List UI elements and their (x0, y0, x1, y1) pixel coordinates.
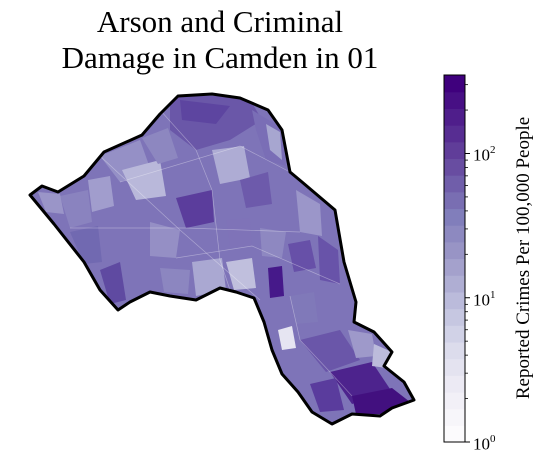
region-nw-4 (88, 176, 114, 212)
region-nw-2 (122, 160, 166, 200)
colorbar-band (444, 241, 465, 260)
region-centre-2 (212, 146, 250, 184)
region-se-5 (348, 330, 376, 358)
colorbar-band (444, 91, 465, 109)
ward-line-4 (175, 245, 341, 285)
region-east-2 (318, 236, 340, 284)
colorbar-bands (444, 75, 465, 443)
colorbar-band (444, 325, 465, 343)
colorbar-band (444, 358, 465, 376)
colorbar-band (444, 425, 465, 443)
region-centre-10 (288, 240, 316, 272)
colorbar-band (444, 408, 465, 426)
ward-line-3 (70, 227, 301, 233)
tick-exponent: 1 (490, 288, 496, 301)
map-title-line-1: Arson and Criminal (96, 4, 344, 39)
colorbar-band (444, 275, 465, 293)
colorbar-frame (443, 74, 466, 443)
ward-boundaries (70, 109, 353, 397)
region-east-4 (278, 326, 296, 350)
colorbar-band (444, 191, 465, 210)
colorbar-band (444, 291, 465, 310)
colorbar-tick-label: 101 (473, 287, 496, 310)
region-north-4 (266, 124, 282, 160)
map-title-line-2: Damage in Camden in 01 (61, 40, 379, 75)
colorbar-band (444, 375, 465, 393)
region-se-4 (310, 378, 344, 412)
tick-base: 10 (473, 434, 490, 454)
region-centre-3 (240, 172, 272, 208)
ward-line-6 (289, 295, 353, 397)
region-w-1 (60, 190, 92, 228)
region-nw-3 (142, 128, 178, 164)
colorbar-band (444, 125, 465, 143)
region-centre-6 (192, 258, 226, 296)
region-east-3 (290, 292, 318, 324)
colorbar-band (444, 108, 465, 126)
colorbar (443, 74, 470, 443)
region-w-3 (100, 262, 126, 304)
map-regions (30, 94, 414, 424)
tick-exponent: 2 (490, 144, 496, 157)
region-centre-4 (150, 222, 180, 258)
colorbar-band (444, 225, 465, 243)
region-w-2 (38, 192, 64, 214)
colorbar-band (444, 308, 465, 326)
region-centre-8 (226, 258, 256, 290)
colorbar-band (444, 175, 465, 193)
colorbar-band (444, 208, 465, 226)
colorbar-band (444, 391, 465, 410)
region-centre-7 (160, 268, 190, 294)
region-se-1 (300, 330, 360, 372)
colorbar-band (444, 158, 465, 176)
region-centre-5 (226, 218, 252, 248)
colorbar-band (444, 75, 465, 93)
colorbar-band (444, 141, 465, 160)
colorbar-band (444, 258, 465, 276)
tick-base: 10 (473, 146, 490, 166)
region-east-1 (296, 190, 322, 236)
ward-line-2 (119, 145, 291, 183)
colorbar-tick-label: 100 (473, 431, 496, 454)
ward-line-1 (99, 155, 261, 301)
region-w-4 (70, 226, 102, 264)
colorbar-ticks (465, 84, 470, 443)
colorbar-label: Reported Crimes Per 100,000 People (513, 116, 534, 400)
ward-line-5 (211, 189, 231, 291)
ward-line-7 (159, 109, 213, 191)
region-centre-11 (260, 228, 286, 258)
tick-exponent: 0 (490, 433, 496, 445)
colorbar-band (444, 341, 465, 360)
tick-base: 10 (473, 290, 490, 310)
colorbar-tick-label: 102 (473, 142, 496, 165)
region-centre-1 (176, 190, 214, 228)
region-centre-9 (268, 266, 284, 298)
borough-boundary (28, 92, 416, 426)
region-north-2 (180, 100, 230, 124)
